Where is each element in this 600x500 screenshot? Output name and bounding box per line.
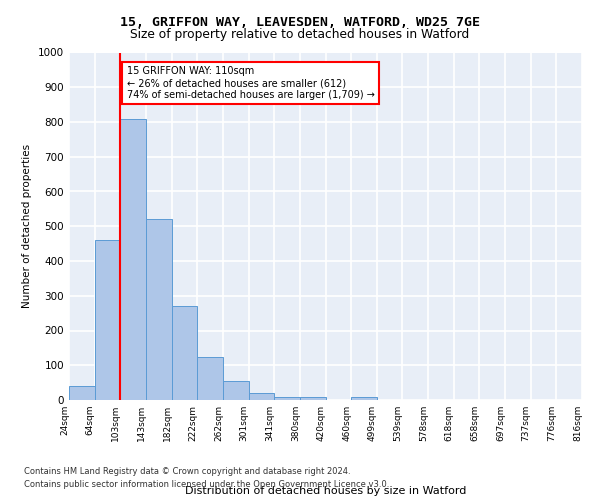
Y-axis label: Number of detached properties: Number of detached properties [22, 144, 32, 308]
Bar [351, 396, 377, 400]
Bar [274, 396, 300, 400]
Text: Contains HM Land Registry data © Crown copyright and database right 2024.: Contains HM Land Registry data © Crown c… [24, 467, 350, 476]
Text: Contains public sector information licensed under the Open Government Licence v3: Contains public sector information licen… [24, 480, 389, 489]
Text: 15 GRIFFON WAY: 110sqm
← 26% of detached houses are smaller (612)
74% of semi-de: 15 GRIFFON WAY: 110sqm ← 26% of detached… [127, 66, 374, 100]
Bar [197, 356, 223, 400]
Bar [121, 118, 146, 400]
Bar [172, 306, 197, 400]
Text: Size of property relative to detached houses in Watford: Size of property relative to detached ho… [130, 28, 470, 41]
Bar [223, 381, 248, 400]
Bar [69, 386, 95, 400]
Bar [300, 396, 325, 400]
Bar [248, 393, 274, 400]
Bar [95, 240, 121, 400]
X-axis label: Distribution of detached houses by size in Watford: Distribution of detached houses by size … [185, 486, 466, 496]
Bar [146, 220, 172, 400]
Text: 15, GRIFFON WAY, LEAVESDEN, WATFORD, WD25 7GE: 15, GRIFFON WAY, LEAVESDEN, WATFORD, WD2… [120, 16, 480, 29]
